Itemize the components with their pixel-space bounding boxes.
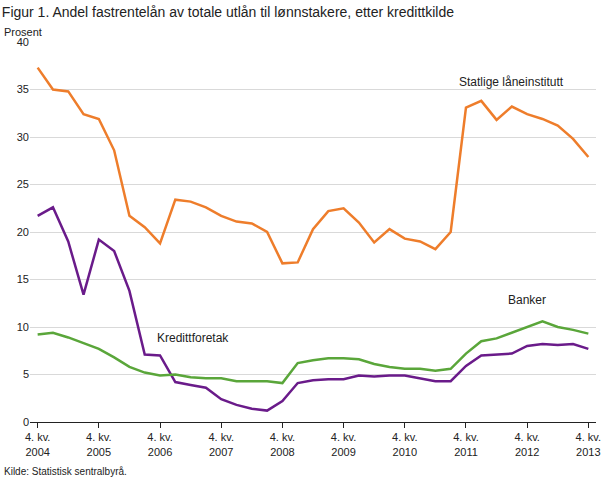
svg-text:40: 40 — [17, 36, 29, 48]
svg-text:4. kv.2012: 4. kv.2012 — [514, 431, 539, 457]
svg-text:4. kv.2010: 4. kv.2010 — [392, 431, 417, 457]
svg-text:30: 30 — [17, 131, 29, 143]
svg-text:Figur 1. Andel fastrentelån av: Figur 1. Andel fastrentelån av totale ut… — [2, 4, 454, 20]
svg-text:20: 20 — [17, 226, 29, 238]
svg-text:4. kv.2006: 4. kv.2006 — [147, 431, 172, 457]
svg-text:4. kv.2005: 4. kv.2005 — [86, 431, 111, 457]
svg-text:4. kv.2011: 4. kv.2011 — [453, 431, 478, 457]
svg-text:4. kv.2004: 4. kv.2004 — [25, 431, 50, 457]
svg-text:Statlige låneinstitutt: Statlige låneinstitutt — [459, 75, 564, 89]
svg-text:5: 5 — [23, 368, 29, 380]
svg-text:0: 0 — [23, 416, 29, 428]
svg-text:Kredittforetak: Kredittforetak — [157, 331, 229, 345]
svg-text:Kilde: Statistisk sentralbyrå.: Kilde: Statistisk sentralbyrå. — [4, 466, 127, 477]
svg-text:10: 10 — [17, 321, 29, 333]
svg-text:4. kv.2008: 4. kv.2008 — [270, 431, 295, 457]
svg-text:Prosent: Prosent — [4, 26, 42, 38]
svg-text:15: 15 — [17, 273, 29, 285]
svg-text:4. kv.2007: 4. kv.2007 — [208, 431, 233, 457]
svg-text:Banker: Banker — [508, 293, 546, 307]
svg-text:25: 25 — [17, 178, 29, 190]
svg-text:35: 35 — [17, 83, 29, 95]
svg-text:4. kv.2013: 4. kv.2013 — [576, 431, 601, 457]
svg-text:4. kv.2009: 4. kv.2009 — [331, 431, 356, 457]
